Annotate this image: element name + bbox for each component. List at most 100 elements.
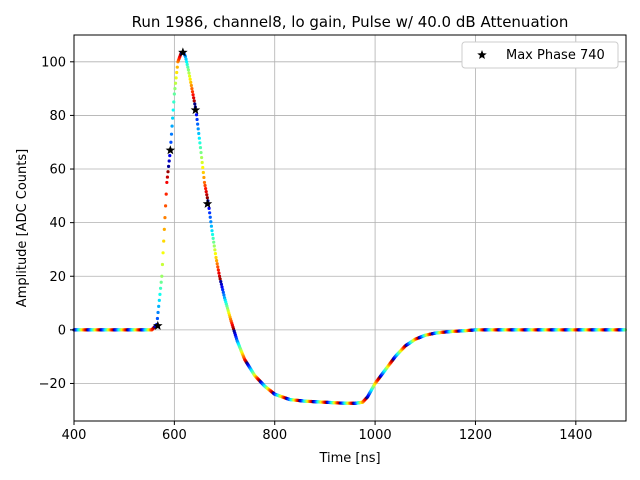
pulse-point <box>196 127 200 131</box>
pulse-point <box>171 116 175 120</box>
legend-box <box>461 41 619 69</box>
max-phase-star <box>202 198 213 208</box>
chart-title: Run 1986, channel8, lo gain, Pulse w/ 40… <box>132 13 569 31</box>
pulse-point <box>166 170 170 174</box>
y-tick-label: 40 <box>49 216 66 231</box>
pulse-point <box>220 285 224 289</box>
max-phase-star <box>178 47 188 57</box>
y-tick-label: 0 <box>58 323 66 338</box>
pulse-point <box>159 280 163 284</box>
pulse-point <box>202 175 206 180</box>
y-axis: −20 0 20 40 60 80 100 <box>39 55 74 392</box>
pulse-point <box>200 155 204 160</box>
pulse-point <box>158 286 163 290</box>
pulse-point <box>173 81 178 85</box>
max-phase-star <box>165 145 176 155</box>
pulse-point <box>191 93 195 97</box>
pulse-point <box>214 255 218 260</box>
pulse-point <box>204 186 208 191</box>
pulse-point <box>201 170 205 175</box>
pulse-point <box>187 74 192 78</box>
pulse-point <box>623 328 628 332</box>
pulse-point <box>186 65 190 69</box>
max-phase-star <box>190 105 201 115</box>
pulse-point <box>175 70 179 75</box>
x-axis-label: Time [ns] <box>318 451 380 466</box>
pulse-point <box>194 113 199 117</box>
pulse-point <box>219 282 224 286</box>
pulse-point <box>157 298 161 302</box>
pulse-point <box>189 83 193 88</box>
x-tick-label: 400 <box>62 428 87 443</box>
pulse-point <box>195 117 199 122</box>
pulse-point <box>184 57 188 61</box>
y-tick-label: −20 <box>39 377 66 392</box>
pulse-point <box>221 290 225 294</box>
y-tick-label: 60 <box>49 163 66 178</box>
pulse-point <box>222 293 226 297</box>
pulse-point <box>200 160 204 165</box>
pulse-point <box>163 204 168 208</box>
pulse-point <box>157 304 161 309</box>
pulse-point <box>205 196 209 200</box>
pulse-point <box>189 80 193 84</box>
y-tick-label: 100 <box>41 55 66 70</box>
pulse-point <box>173 87 177 91</box>
y-tick-label: 20 <box>49 270 66 285</box>
pulse-point <box>198 145 203 150</box>
pulse-point <box>166 164 171 168</box>
pulse-point <box>165 180 169 185</box>
pulse-point <box>217 271 221 275</box>
pulse-point <box>213 248 217 252</box>
pulse-point <box>155 316 160 321</box>
pulse-point <box>221 288 225 292</box>
pulse-point <box>208 211 212 215</box>
pulse-point <box>156 310 160 315</box>
pulse-point <box>160 274 164 278</box>
max-phase-markers <box>153 47 213 330</box>
x-tick-label: 600 <box>162 428 187 443</box>
legend-label: Max Phase 740 <box>506 48 605 63</box>
pulse-point <box>204 190 208 194</box>
legend: Max Phase 740 <box>461 41 619 69</box>
pulse-point <box>160 262 165 267</box>
legend-star-icon <box>477 50 487 60</box>
pulse-point <box>196 122 200 126</box>
pulse-point <box>216 268 220 272</box>
pulse-point <box>198 141 202 145</box>
pulse-point <box>187 71 191 75</box>
pulse-point <box>209 224 214 228</box>
pulse-point <box>168 154 172 158</box>
plot-frame <box>73 34 627 422</box>
pulse-point <box>202 180 207 185</box>
y-tick-label: 80 <box>49 109 66 124</box>
pulse-point <box>171 108 175 112</box>
pulse-point <box>210 229 214 233</box>
pulse-point <box>197 136 201 140</box>
pulse-point <box>193 102 197 106</box>
pulse-point <box>167 159 171 163</box>
pulse-point <box>212 240 216 244</box>
pulse-point <box>215 259 219 263</box>
x-tick-label: 800 <box>262 428 287 443</box>
grid <box>73 35 626 421</box>
pulse-point <box>205 193 209 197</box>
pulse-point <box>192 99 196 103</box>
pulse-point <box>212 244 216 248</box>
pulse-point <box>217 274 222 278</box>
pulse-point <box>163 216 167 220</box>
pulse-point <box>209 220 213 224</box>
pulse-point <box>190 90 195 94</box>
y-axis-label: Amplitude [ADC Counts] <box>15 149 30 307</box>
pulse-point <box>201 165 205 170</box>
pulse-point <box>185 62 189 67</box>
max-phase-star <box>153 320 163 330</box>
pulse-point <box>213 252 218 256</box>
pulse-point <box>172 92 176 96</box>
pulse-point <box>172 100 176 104</box>
pulse-point <box>169 140 173 144</box>
pulse-point <box>192 96 196 100</box>
pulse-point <box>175 65 179 69</box>
pulse-point <box>162 239 166 243</box>
